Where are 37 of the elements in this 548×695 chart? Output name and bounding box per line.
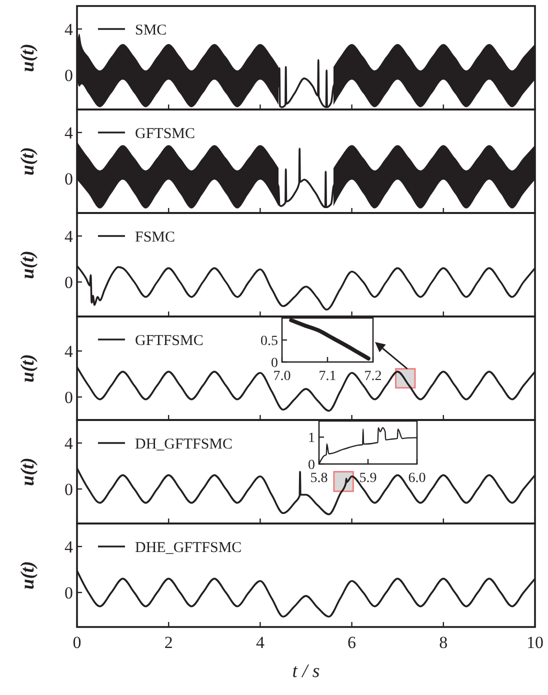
y-tick-label: 0: [64, 66, 73, 85]
x-tick-label: 7.2: [364, 369, 382, 384]
y-axis-title: u(t): [18, 44, 39, 72]
x-tick-label: 7.1: [318, 369, 336, 384]
y-tick-label: 0: [64, 583, 73, 602]
x-tick-label: 4: [256, 633, 265, 652]
y-tick-label: 4: [64, 123, 74, 142]
y-axis-title: u(t): [18, 458, 39, 486]
x-tick-label: 2: [164, 633, 173, 652]
legend-label: FSMC: [135, 229, 176, 246]
x-tick-label: 6.0: [408, 471, 426, 486]
y-tick-label: 0: [64, 169, 73, 188]
x-tick-label: 7.0: [273, 369, 291, 384]
legend-label: GFTFSMC: [135, 332, 204, 349]
y-tick-label: 4: [64, 20, 74, 39]
x-tick-label: 10: [526, 633, 544, 652]
y-tick-label: 1: [308, 431, 315, 446]
y-tick-label: 0.5: [260, 334, 278, 349]
y-axis-title: u(t): [18, 147, 39, 176]
y-tick-label: 0: [64, 272, 73, 292]
y-tick-label: 4: [64, 434, 74, 453]
y-tick-label: 4: [64, 537, 74, 556]
x-tick-label: 5.9: [359, 471, 377, 486]
y-tick-label: 4: [64, 226, 74, 246]
x-tick-label: 8: [439, 633, 448, 652]
y-axis-title: u(t): [18, 561, 39, 590]
legend-label: GFTSMC: [135, 126, 196, 142]
x-tick-label: 5.8: [310, 471, 328, 486]
y-axis-title: u(t): [18, 250, 39, 279]
x-axis-title: t / s: [292, 661, 320, 682]
legend-label: DHE_GFTFSMC: [135, 540, 242, 556]
x-tick-label: 6: [348, 633, 356, 652]
legend-label: DH_GFTFSMC: [135, 436, 233, 452]
y-axis-title: u(t): [18, 354, 39, 382]
y-tick-label: 4: [64, 342, 74, 361]
y-tick-label: 0: [64, 388, 73, 407]
legend-label: SMC: [135, 22, 167, 38]
